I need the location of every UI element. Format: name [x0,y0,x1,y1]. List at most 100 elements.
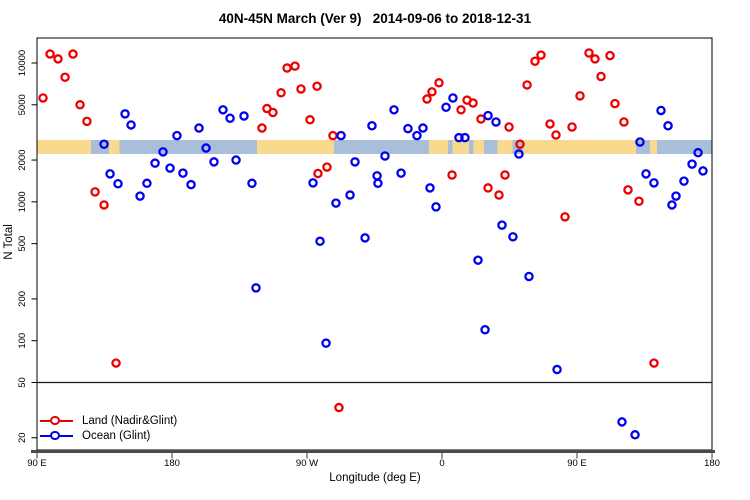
data-point-ocean [514,149,524,159]
data-point-land [551,130,561,140]
legend: Land (Nadir&Glint) Ocean (Glint) [40,413,177,443]
data-point-ocean [99,139,109,149]
data-point-land [504,122,514,132]
data-point-land [605,50,615,61]
data-point-ocean [635,137,645,147]
data-point-ocean [483,110,493,121]
data-point-land [53,54,63,64]
data-point-ocean [403,123,413,134]
data-point-land [45,49,55,59]
data-point-land [456,105,466,115]
data-point-ocean [524,271,534,282]
data-point-ocean [150,158,160,168]
map-band-segment-ocean [484,140,498,154]
data-point-land [483,183,493,193]
data-point-ocean [418,123,428,133]
data-point-ocean [321,338,331,348]
map-band-segment-ocean [119,140,258,154]
data-point-land [90,187,100,197]
data-point-ocean [172,130,182,141]
y-tick-label: 10000 [17,50,28,76]
data-point-ocean [641,169,651,179]
data-point-land [313,168,323,179]
data-point-ocean [367,121,377,131]
data-point-land [312,81,322,92]
data-point-ocean [687,159,697,169]
data-point-land [296,84,306,94]
data-point-land [476,114,486,124]
map-band-segment-ocean [469,140,474,154]
data-point-ocean [113,179,123,189]
map-band-segment-ocean [635,140,651,154]
data-point-ocean [345,190,355,200]
y-tick-label: 200 [17,291,28,307]
data-point-ocean [165,163,175,173]
plot-border [36,37,713,451]
data-point-ocean [251,283,261,293]
data-point-ocean [231,155,241,165]
data-point-land [619,117,629,127]
data-point-land [434,78,444,88]
data-point-ocean [460,132,470,143]
legend-item-land: Land (Nadir&Glint) [40,413,177,428]
data-point-land [610,98,620,109]
data-point-land [590,54,600,64]
map-band-segment-land [109,140,120,154]
data-point-ocean [350,157,360,167]
y-tick-label: 500 [17,236,28,252]
map-band-segment-land [37,140,91,154]
x-tick-label: 180 [164,458,180,469]
data-point-ocean [630,430,640,440]
x-tick-label: 180 [704,458,720,469]
data-point-ocean [679,176,689,186]
map-band-segment-ocean [91,140,109,154]
data-point-land [584,48,594,58]
data-point-ocean [389,105,399,115]
data-point-ocean [126,120,136,130]
data-point-ocean [649,178,659,188]
map-band-segment-land [473,140,484,154]
map-band-segment-ocean [656,140,712,154]
data-point-land [290,61,300,71]
map-band-segment-land [452,140,469,154]
data-point-land [68,49,78,59]
data-point-land [575,91,585,101]
data-point-land [447,170,457,180]
data-point-ocean [218,105,228,115]
data-point-land [567,122,577,132]
land-series-marker-icon [40,415,73,426]
map-band-segment-land [497,140,513,154]
y-tick-label: 5000 [17,94,28,115]
data-point-land [282,63,292,73]
data-point-land [468,98,478,108]
data-point-ocean [315,236,325,247]
data-point-ocean [454,132,464,143]
data-point-ocean [425,183,435,193]
y-tick-label: 2000 [17,149,28,170]
data-point-land [536,50,546,60]
data-point-land [268,107,278,118]
data-point-land [623,185,633,195]
data-point-land [530,56,540,66]
data-point-land [596,71,606,82]
data-point-ocean [448,93,458,103]
x-tick-label: 90 W [296,458,318,469]
data-point-ocean [178,168,188,178]
data-point-ocean [247,178,257,189]
data-point-ocean [497,220,507,230]
data-point-ocean [336,130,346,141]
data-point-land [422,94,432,104]
map-band-segment-ocean [448,140,453,154]
x-tick-label: 0 [439,458,444,469]
data-point-ocean [105,169,115,179]
data-point-ocean [491,117,501,127]
data-point-ocean [396,168,406,178]
data-point-land [60,72,70,82]
data-point-ocean [508,232,518,242]
data-point-ocean [331,198,341,208]
legend-label-ocean: Ocean (Glint) [82,429,151,442]
data-point-ocean [239,111,249,121]
data-point-ocean [194,123,204,133]
data-point-land [515,139,525,149]
data-point-ocean [120,109,130,119]
